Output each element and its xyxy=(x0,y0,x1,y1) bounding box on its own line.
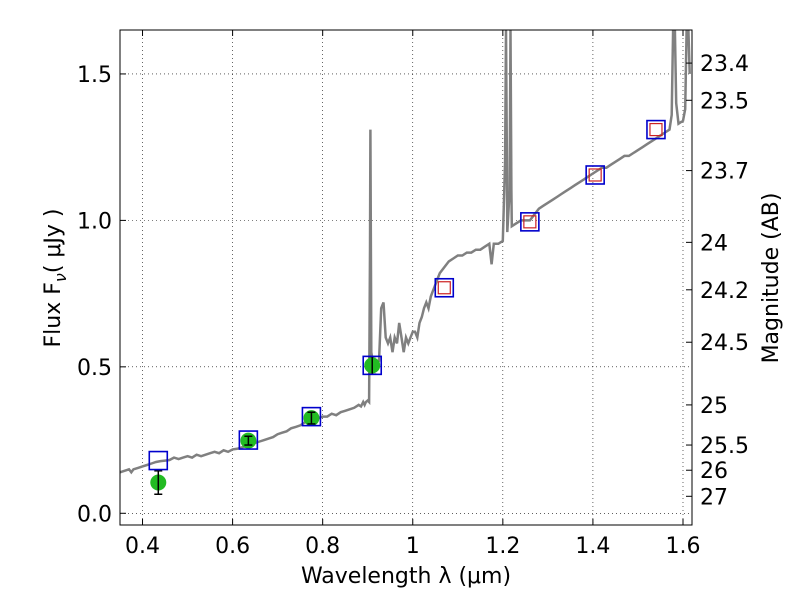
y-tick-label: 0.5 xyxy=(77,356,112,381)
y2-tick-label: 23.5 xyxy=(700,89,749,114)
x-tick-label: 1.4 xyxy=(575,534,610,559)
spectrum-line xyxy=(120,30,691,475)
y2-tick-label: 26 xyxy=(700,459,728,484)
y-axis-label-unit: ( μJy ) xyxy=(41,209,66,274)
x-tick-label: 0.4 xyxy=(125,534,160,559)
predicted-square xyxy=(523,215,537,229)
y-tick-label: 0.0 xyxy=(77,502,112,527)
model-square xyxy=(148,450,169,471)
model-square xyxy=(301,406,322,427)
model-square xyxy=(434,277,455,298)
x-tick-label: 1 xyxy=(406,534,420,559)
x-tick-label: 0.8 xyxy=(305,534,340,559)
plot-frame xyxy=(119,29,693,526)
y2-tick-label: 24.2 xyxy=(700,279,749,304)
y2-tick-label: 23.7 xyxy=(700,160,749,185)
y-axis-label-main: Flux F xyxy=(41,282,66,347)
x-tick-label: 1.6 xyxy=(665,534,700,559)
x-tick-label: 0.6 xyxy=(215,534,250,559)
y2-tick-label: 25 xyxy=(700,394,728,419)
y2-tick-label: 25.5 xyxy=(700,434,749,459)
y-axis-label-subscript: ν xyxy=(51,273,70,282)
axis-ticks: 0.4 0.6 0.8 1 1.2 1.4 1.6 0.0 0.5 1.0 1.5 23.4 23.5 2… xyxy=(77,30,749,559)
y-axis-label: Flux Fν( μJy ) xyxy=(41,209,70,348)
predicted-square xyxy=(588,168,602,182)
y-tick-label: 1.5 xyxy=(77,63,112,88)
grid-lines xyxy=(120,30,692,525)
y2-tick-label: 23.4 xyxy=(700,52,749,77)
x-tick-label: 1.2 xyxy=(485,534,520,559)
photometry-points xyxy=(148,119,666,495)
x-axis-label: Wavelength λ (μm) xyxy=(301,564,511,589)
predicted-square xyxy=(649,122,663,137)
y2-tick-label: 24.5 xyxy=(700,331,749,356)
y2-tick-label: 24 xyxy=(700,231,728,256)
model-square xyxy=(520,212,540,232)
model-square xyxy=(646,119,666,140)
y2-tick-label: 27 xyxy=(700,485,728,510)
model-square xyxy=(362,355,383,376)
predicted-square xyxy=(437,281,451,295)
spectrum-layer xyxy=(120,30,691,475)
model-square xyxy=(585,165,605,185)
y-tick-label: 1.0 xyxy=(77,209,112,234)
y2-axis-label: Magnitude (AB) xyxy=(759,193,784,364)
model-square xyxy=(238,430,259,450)
